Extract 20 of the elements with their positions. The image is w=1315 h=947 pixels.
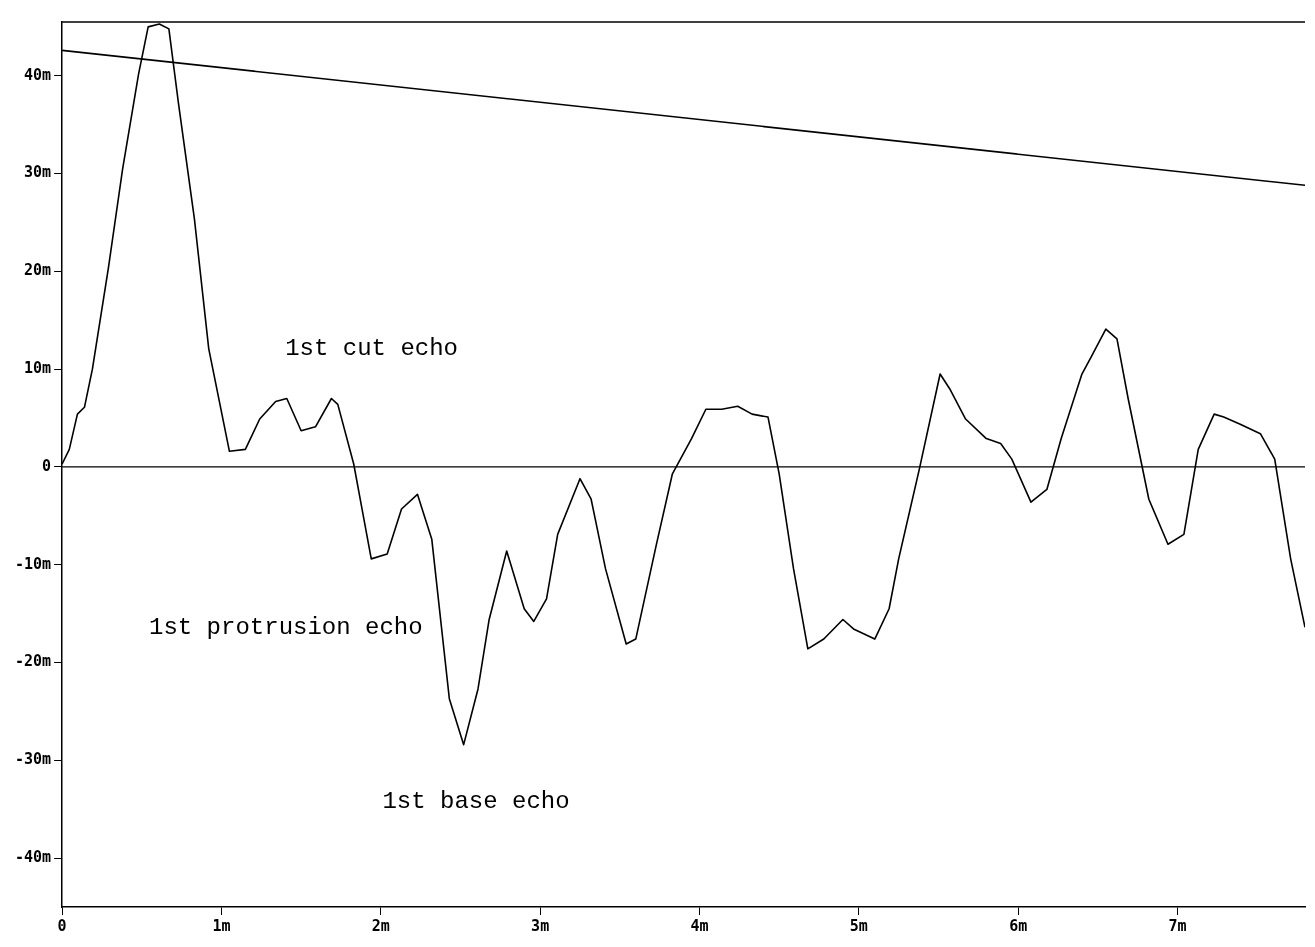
y-tick-label: 20m [24,261,52,280]
x-tick-label: 5m [849,916,868,935]
x-tick-label: 3m [531,916,550,935]
x-tick-label: 1m [212,916,231,935]
annotation: 1st cut echo [285,334,459,362]
y-tick-label: -10m [15,554,52,573]
y-tick-label: -40m [15,848,52,866]
annotation: 1st protrusion echo [149,613,423,641]
x-tick-label: 7m [1168,916,1187,935]
y-tick-label: 0 [42,456,52,475]
x-tick-label: 2m [371,916,390,935]
annotation: 1st base echo [382,788,570,816]
y-tick-label: 30m [24,163,52,182]
y-tick-label: 40m [24,65,52,84]
x-tick-label: 6m [1009,916,1028,935]
x-tick-label: 0 [57,916,67,935]
y-tick-label: -30m [15,750,52,769]
y-tick-label: -20m [15,652,52,671]
y-tick-label: 10m [24,359,52,378]
x-tick-label: 4m [690,916,709,935]
